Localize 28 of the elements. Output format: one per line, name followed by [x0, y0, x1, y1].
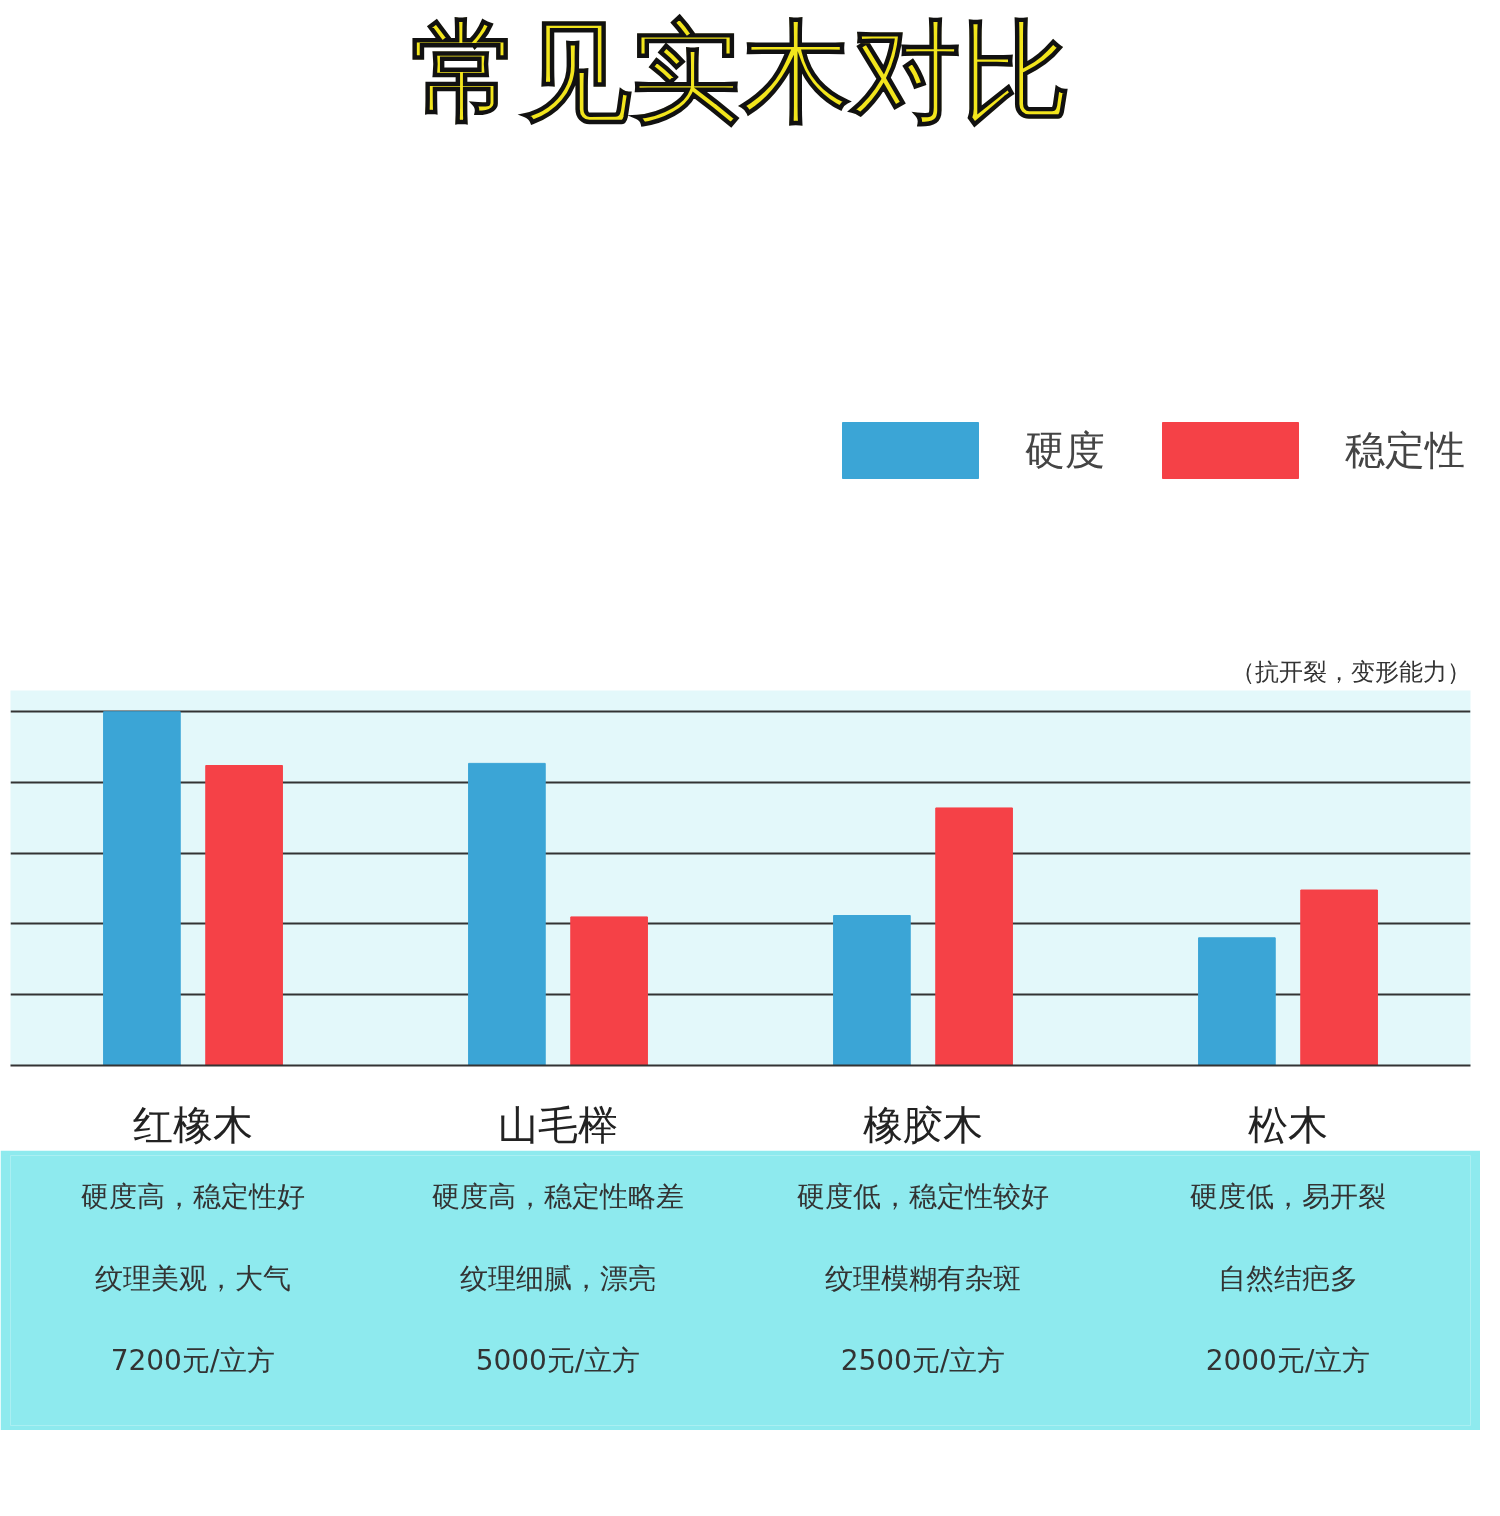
bar: [833, 915, 911, 1066]
text: 5000元/立方: [475, 1343, 641, 1377]
x-tick-label: 山毛榉: [498, 1101, 618, 1148]
legend-label: 硬度: [1025, 425, 1105, 475]
text: 硬度低，易开裂: [1190, 1179, 1386, 1213]
text: 纹理细腻，漂亮: [460, 1261, 656, 1295]
bar: [935, 807, 1013, 1066]
x-tick-label: 红橡木: [133, 1101, 253, 1148]
x-tick-label: 松木: [1248, 1101, 1328, 1148]
chart-title: 常见实木对比: [410, 7, 1071, 136]
legend-label: 稳定性: [1345, 425, 1465, 475]
bar: [570, 916, 648, 1066]
x-tick-label: 橡胶木: [863, 1101, 983, 1148]
text: 纹理模糊有杂斑: [825, 1261, 1021, 1295]
text: 自然结疤多: [1218, 1261, 1358, 1295]
text: 2500元/立方: [840, 1343, 1006, 1377]
text: 硬度低，稳定性较好: [797, 1179, 1049, 1213]
bar: [1198, 937, 1276, 1066]
text: （抗开裂，变形能力）: [1230, 657, 1471, 686]
text: 硬度高，稳定性略差: [432, 1179, 684, 1213]
text: 7200元/立方: [110, 1343, 276, 1377]
bar: [205, 765, 283, 1066]
text: 纹理美观，大气: [95, 1261, 291, 1295]
bar: [468, 762, 546, 1066]
text: 硬度高，稳定性好: [81, 1179, 305, 1213]
bar: [103, 711, 181, 1066]
text: 2000元/立方: [1205, 1343, 1371, 1377]
bar: [1300, 889, 1378, 1066]
